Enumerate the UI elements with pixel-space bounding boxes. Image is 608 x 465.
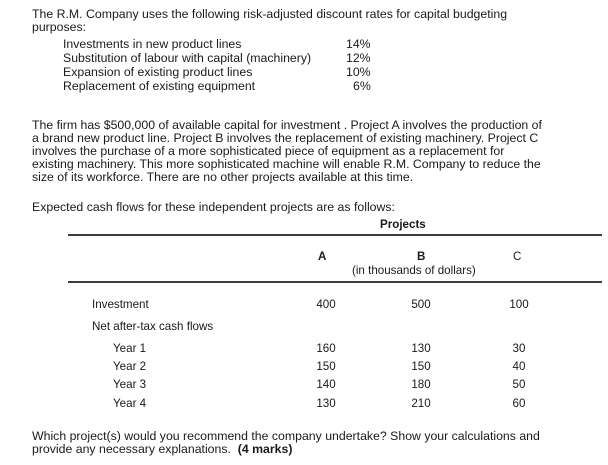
rate-label: Expansion of existing product lines (63, 65, 253, 79)
table-cell: 160 (316, 342, 336, 355)
rate-label: Replacement of existing equipment (63, 79, 256, 93)
table-cell: 130 (316, 397, 336, 410)
projects-header: Projects (380, 218, 426, 231)
rate-value: 10% (346, 65, 371, 79)
paragraph-line: size of its workforce. There are no othe… (32, 170, 414, 184)
column-b-header: B (417, 250, 426, 263)
rate-value: 14% (346, 37, 371, 51)
paragraph-line: The firm has $500,000 of available capit… (32, 118, 542, 132)
column-a-header: A (318, 250, 327, 263)
table-top-rule (68, 234, 602, 236)
rate-label: Investments in new product lines (63, 37, 242, 51)
year-label: Year 3 (113, 378, 147, 391)
table-intro: Expected cash flows for these independen… (32, 200, 395, 214)
table-cell: 30 (512, 342, 526, 355)
table-cell: 140 (316, 378, 336, 391)
table-cell: 150 (411, 360, 431, 373)
rate-value: 6% (353, 79, 371, 93)
question-line-1: Which project(s) would you recommend the… (32, 429, 540, 443)
table-cell: 400 (316, 298, 336, 311)
paragraph-line: existing machinery. This more sophistica… (32, 157, 541, 171)
column-c-header: C (513, 250, 522, 263)
table-cell: 150 (316, 360, 336, 373)
table-cell: 60 (512, 397, 526, 410)
table-cell: 50 (512, 378, 526, 391)
table-cell: 180 (411, 378, 431, 391)
table-cell: 500 (411, 298, 431, 311)
rate-label: Substitution of labour with capital (mac… (63, 51, 312, 65)
question-line-2: provide any necessary explanations. (4 m… (32, 442, 293, 456)
year-label: Year 2 (113, 360, 147, 373)
table-cell: 100 (509, 298, 529, 311)
table-cell: 130 (411, 342, 431, 355)
table-cell: 40 (512, 360, 526, 373)
intro-line-1: The R.M. Company uses the following risk… (32, 7, 508, 21)
rate-value: 12% (346, 51, 371, 65)
year-label: Year 1 (113, 342, 147, 355)
marks-label: (4 marks) (237, 442, 293, 456)
intro-line-2: purposes: (32, 20, 87, 34)
question-text: provide any necessary explanations. (32, 442, 231, 456)
investment-label: Investment (92, 298, 149, 311)
year-label: Year 4 (113, 397, 147, 410)
table-header-rule (68, 281, 602, 283)
cashflow-label: Net after-tax cash flows (92, 320, 214, 333)
table-cell: 210 (411, 397, 431, 410)
paragraph-line: a brand new product line. Project B invo… (32, 131, 539, 145)
paragraph-line: involves the purchase of a more sophisti… (32, 144, 505, 158)
units-label: (in thousands of dollars) (352, 264, 476, 277)
